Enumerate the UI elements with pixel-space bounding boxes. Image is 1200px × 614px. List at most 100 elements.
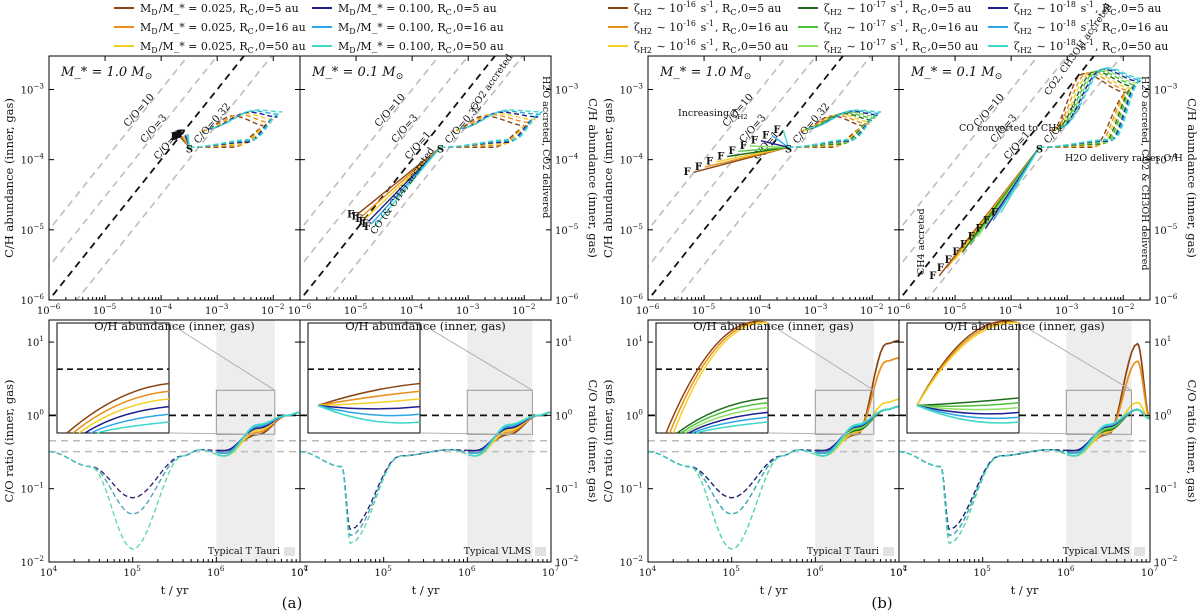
end-marker: F — [355, 214, 362, 225]
y-tick-label: 100 — [555, 407, 573, 422]
inset-curve — [317, 390, 421, 407]
inset-curve — [317, 398, 421, 407]
panel-title: M_* = 1.0 M⊙ — [60, 65, 154, 82]
co-ratio-label: C/O=0.32 — [791, 101, 832, 146]
legend-entry: ζH2 ∼ 10-18 s-1 , RC ,0=50 au — [1014, 38, 1168, 55]
inset-curve — [78, 398, 170, 434]
trajectory-early — [1000, 146, 1041, 214]
legend-entry: ζH2 ∼ 10-16 s-1 , RC ,0=16 au — [634, 19, 788, 36]
trajectory-early — [771, 134, 789, 148]
y-axis-label: C/O ratio (inner, gas) — [601, 380, 615, 503]
x-tick-label: 10−2 — [1111, 302, 1135, 317]
start-marker: S — [437, 144, 444, 155]
trajectory-line — [440, 113, 533, 148]
panel-title: M_* = 0.1 M⊙ — [311, 65, 405, 82]
y-axis-label: C/H abundance (inner, gas) — [2, 98, 16, 258]
x-tick-label: 105 — [375, 564, 393, 579]
trajectory-early — [738, 146, 789, 152]
end-marker: F — [352, 212, 359, 223]
co-ratio-curve — [648, 449, 817, 515]
annotation: H2O delivery raises O/H — [1065, 153, 1183, 164]
bottom-plot-frame — [299, 319, 552, 563]
trajectory-early — [749, 145, 789, 148]
trajectory-early — [727, 146, 789, 158]
trajectory-line — [440, 112, 536, 148]
trajectory-line — [189, 109, 283, 148]
x-axis-label: O/H abundance (inner, gas) — [693, 319, 853, 333]
y-tick-label: 10−2 — [620, 554, 644, 569]
x-tick-label: 10−6 — [288, 302, 312, 317]
x-tick-label: 104 — [639, 564, 657, 579]
y-tick-label: 10−4 — [620, 152, 644, 167]
end-marker: F — [175, 130, 182, 141]
y-tick-label: 10−6 — [620, 292, 644, 307]
trajectory-early — [356, 146, 441, 216]
co-ratio-curve — [300, 449, 469, 537]
co-ratio-label: C/O=0.32 — [192, 101, 233, 146]
co-ratio-curve — [648, 449, 817, 499]
inset-curve — [684, 406, 769, 434]
trajectory-early — [760, 140, 789, 148]
end-marker: F — [706, 157, 713, 168]
inset-curve — [672, 322, 769, 434]
co-ratio-curve — [467, 411, 551, 457]
co-ratio-curve — [899, 449, 1068, 537]
x-tick-label: 10−6 — [37, 302, 61, 317]
shade-legend-swatch — [1134, 547, 1145, 556]
inset-curve — [669, 321, 769, 434]
trajectory-line — [1039, 72, 1131, 148]
end-marker: F — [960, 239, 967, 250]
end-marker: F — [170, 132, 177, 143]
co-ratio-line — [925, 56, 1123, 300]
inset-curve — [84, 405, 170, 434]
end-marker: F — [172, 131, 179, 142]
inset-curve — [317, 404, 421, 424]
inset-curve — [695, 421, 769, 434]
shade-label: Typical T Tauri — [208, 546, 280, 557]
co-ratio-line — [899, 56, 1096, 300]
legend-entry: MD /M_* = 0.025, RC ,0=50 au — [140, 40, 306, 55]
y-tick-label: 10−3 — [620, 81, 644, 96]
inset-curve — [72, 390, 170, 434]
inset-connector — [1018, 322, 1132, 391]
x-tick-label: 106 — [207, 564, 225, 579]
x-tick-label: 10−2 — [512, 302, 536, 317]
co-ratio-curve — [49, 449, 218, 550]
legend-entry: ζH2 ∼ 10-17 s-1 , RC ,0=50 au — [824, 38, 978, 55]
inset-curve — [691, 416, 769, 434]
co-ratio-line — [648, 56, 818, 268]
x-tick-label: 10−5 — [692, 302, 716, 317]
x-axis-label: O/H abundance (inner, gas) — [345, 319, 505, 333]
end-marker: F — [975, 224, 982, 235]
panel-title: M_* = 0.1 M⊙ — [910, 65, 1004, 82]
x-tick-label: 107 — [291, 564, 309, 579]
y-tick-label: 100 — [1154, 407, 1172, 422]
y-tick-label: 10−2 — [555, 554, 579, 569]
y-tick-label: 10−5 — [620, 222, 644, 237]
inset-curve — [317, 382, 421, 407]
annotation: CH4 accreted — [916, 208, 927, 275]
x-axis-label: t / yr — [161, 583, 189, 597]
end-marker: F — [361, 219, 368, 230]
x-tick-label: 105 — [974, 564, 992, 579]
inset-curve — [916, 404, 1020, 411]
y-tick-label: 10−2 — [21, 554, 45, 569]
y-tick-label: 10−3 — [1154, 81, 1178, 96]
co-ratio-curve — [49, 449, 218, 515]
x-tick-label: 10−6 — [887, 302, 911, 317]
co-ratio-line — [899, 56, 1039, 232]
x-tick-label: 10−2 — [860, 302, 884, 317]
shade-label: Typical T Tauri — [807, 546, 879, 557]
co-ratio-curve — [815, 405, 899, 457]
co-ratio-curve — [648, 449, 817, 550]
shade-label: Typical VLMS — [464, 546, 531, 557]
trajectory-line — [440, 109, 544, 148]
co-ratio-curve — [300, 449, 469, 537]
y-axis-label: C/H abundance (inner, gas) — [1185, 98, 1199, 258]
x-tick-label: 10−5 — [93, 302, 117, 317]
inset-frame — [307, 322, 421, 434]
co-ratio-curve — [300, 449, 469, 545]
